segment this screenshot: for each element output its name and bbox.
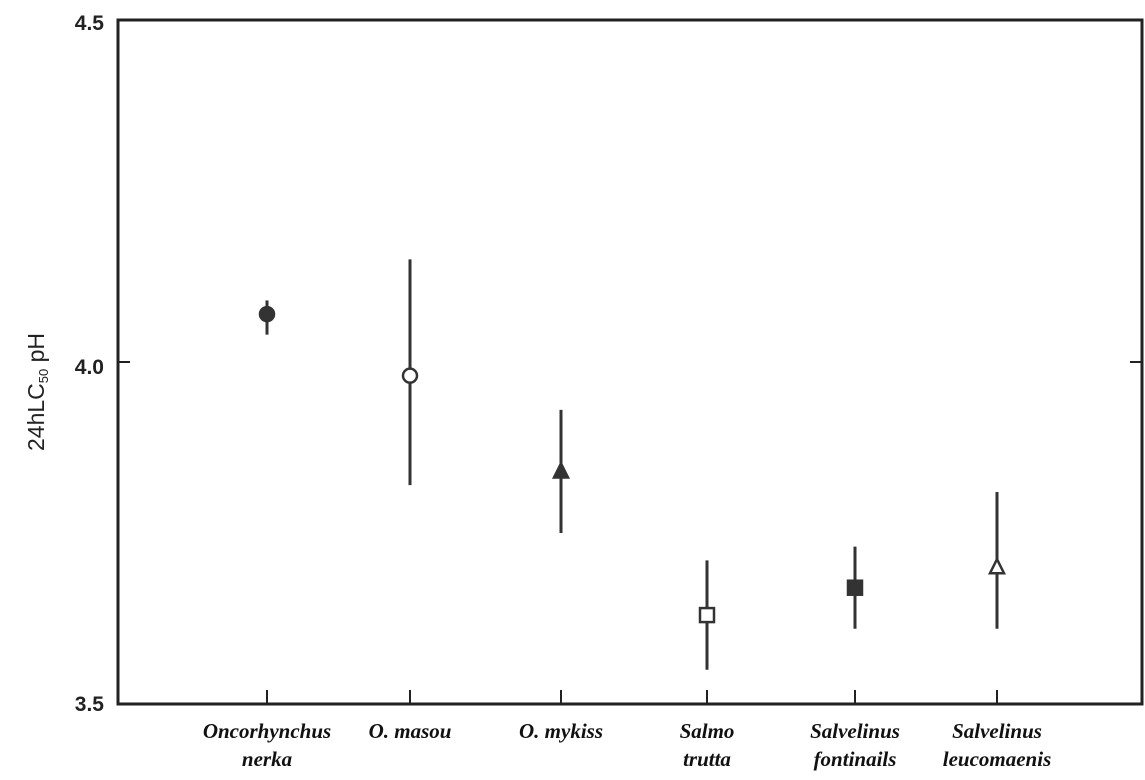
y-tick-label-4-5: 4.5 — [75, 12, 105, 35]
y-tick-label-4-0: 4.0 — [75, 356, 104, 379]
x-category-label: Salmo trutta — [680, 719, 735, 771]
y-axis-label-prefix: 24hLC — [23, 383, 49, 451]
x-category-label: Salvelinus leucomaenis — [943, 719, 1052, 771]
x-axis-ticks — [118, 19, 1142, 705]
x-category-label-line: nerka — [242, 747, 292, 771]
x-category-label: Salvelinus fontinails — [810, 719, 900, 771]
data-point — [987, 556, 1007, 575]
x-category-label-line: O. mykiss — [519, 719, 603, 743]
x-category-label-line: leucomaenis — [943, 747, 1052, 771]
y-axis-label: 24hLC50 pH — [23, 333, 51, 451]
plot-frame — [116, 18, 1144, 706]
data-points — [258, 259, 1007, 670]
data-point — [846, 579, 864, 596]
x-category-label-line: Oncorhynchus — [203, 719, 331, 743]
x-category-label: Oncorhynchus nerka — [203, 719, 331, 771]
y-tick-label-3-5: 3.5 — [75, 693, 105, 716]
x-category-label-line: Salvelinus — [810, 719, 900, 743]
data-point — [698, 606, 716, 624]
data-point — [551, 460, 571, 479]
y-axis-label-suffix: pH — [23, 333, 49, 369]
x-category-label-line: trutta — [683, 747, 731, 771]
y-axis-label-subscript: 50 — [36, 369, 51, 383]
x-category-label-line: Salvelinus — [952, 719, 1042, 743]
x-category-label-line: Salmo — [680, 719, 735, 743]
x-category-label-line: fontinails — [814, 747, 897, 771]
x-category-label-line: O. masou — [369, 719, 452, 743]
x-axis-category-labels: Oncorhynchus nerka O. masou O. mykiss Salmo t… — [203, 719, 1051, 771]
data-point — [401, 367, 419, 384]
x-category-label: O. mykiss — [519, 719, 603, 743]
data-point — [258, 305, 276, 323]
x-category-label: O. masou — [369, 719, 452, 743]
